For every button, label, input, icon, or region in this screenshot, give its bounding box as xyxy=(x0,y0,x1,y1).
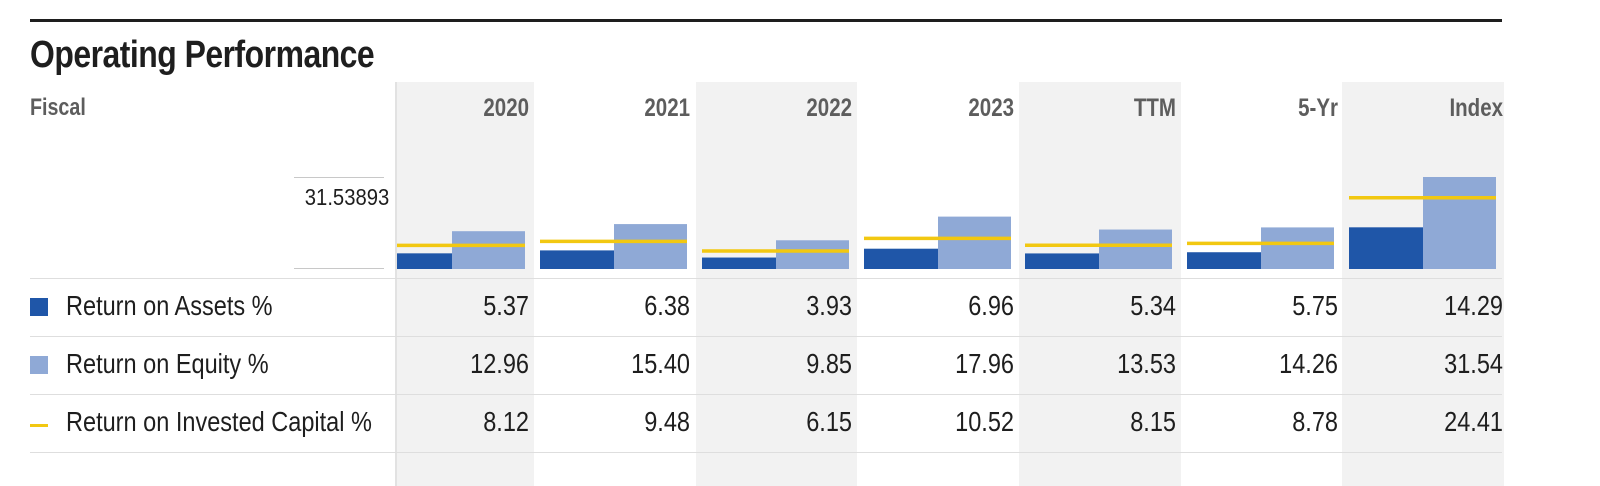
cell-roa-2023: 6.96 xyxy=(968,290,1014,321)
column-header-2023: 2023 xyxy=(968,94,1014,122)
column-shade-2020 xyxy=(397,82,534,486)
row-label-roic: Return on Invested Capital % xyxy=(66,406,372,437)
column-shade-ttm xyxy=(1019,82,1181,486)
cell-roe-index: 31.54 xyxy=(1444,348,1503,379)
column-header-2022: 2022 xyxy=(806,94,852,122)
row-label-roe: Return on Equity % xyxy=(66,348,269,379)
bar-roe-2021 xyxy=(614,224,687,269)
y-axis-baseline-tick xyxy=(294,268,384,269)
column-header-ttm: TTM xyxy=(1133,94,1176,122)
bar-roe-5yr xyxy=(1261,227,1334,269)
row-divider xyxy=(30,394,1502,395)
bar-roa-2021 xyxy=(540,250,614,269)
column-header-2020: 2020 xyxy=(483,94,529,122)
column-shade-2022 xyxy=(696,82,857,486)
cell-roic-index: 24.41 xyxy=(1444,406,1503,437)
cell-roic-2020: 8.12 xyxy=(483,406,529,437)
cell-roic-ttm: 8.15 xyxy=(1130,406,1176,437)
cell-roe-2023: 17.96 xyxy=(955,348,1014,379)
cell-roic-5yr: 8.78 xyxy=(1292,406,1338,437)
cell-roe-2020: 12.96 xyxy=(470,348,529,379)
bar-roe-2022 xyxy=(776,240,849,269)
cell-roe-5yr: 14.26 xyxy=(1279,348,1338,379)
column-header-5yr: 5-Yr xyxy=(1298,94,1338,122)
cell-roa-2022: 3.93 xyxy=(806,290,852,321)
bar-roe-2023 xyxy=(938,216,1011,269)
fiscal-label: Fiscal xyxy=(30,94,86,121)
cell-roe-2022: 9.85 xyxy=(806,348,852,379)
row-divider xyxy=(30,278,1502,279)
bar-roa-2022 xyxy=(702,257,776,269)
row-divider xyxy=(30,452,1502,453)
cell-roa-2020: 5.37 xyxy=(483,290,529,321)
roa-legend-swatch xyxy=(30,298,48,316)
cell-roa-ttm: 5.34 xyxy=(1130,290,1176,321)
cell-roic-2022: 6.15 xyxy=(806,406,852,437)
column-shade-index xyxy=(1342,82,1504,486)
row-label-roa: Return on Assets % xyxy=(66,290,273,321)
page-title: Operating Performance xyxy=(30,34,375,76)
bar-roa-ttm xyxy=(1025,253,1099,269)
roic-legend-swatch xyxy=(30,424,48,427)
cell-roic-2023: 10.52 xyxy=(955,406,1014,437)
cell-roic-2021: 9.48 xyxy=(644,406,690,437)
roe-legend-swatch xyxy=(30,356,48,374)
column-header-2021: 2021 xyxy=(644,94,690,122)
cell-roa-5yr: 5.75 xyxy=(1292,290,1338,321)
cell-roa-2021: 6.38 xyxy=(644,290,690,321)
bar-roe-index xyxy=(1423,176,1496,269)
bar-roa-5yr xyxy=(1187,252,1261,269)
row-divider xyxy=(30,336,1502,337)
bar-roa-index xyxy=(1349,227,1423,269)
bar-roa-2023 xyxy=(864,248,938,269)
top-rule xyxy=(30,19,1502,22)
column-header-index: Index xyxy=(1449,94,1503,122)
cell-roe-ttm: 13.53 xyxy=(1117,348,1176,379)
cell-roa-index: 14.29 xyxy=(1444,290,1503,321)
bar-roe-2020 xyxy=(452,231,525,269)
y-axis-max-label: 31.53893 xyxy=(304,184,390,210)
label-column-divider xyxy=(395,82,397,486)
bar-roe-ttm xyxy=(1099,229,1172,269)
y-axis-top-tick xyxy=(294,177,384,178)
bar-roa-2020 xyxy=(397,253,452,269)
cell-roe-2021: 15.40 xyxy=(631,348,690,379)
